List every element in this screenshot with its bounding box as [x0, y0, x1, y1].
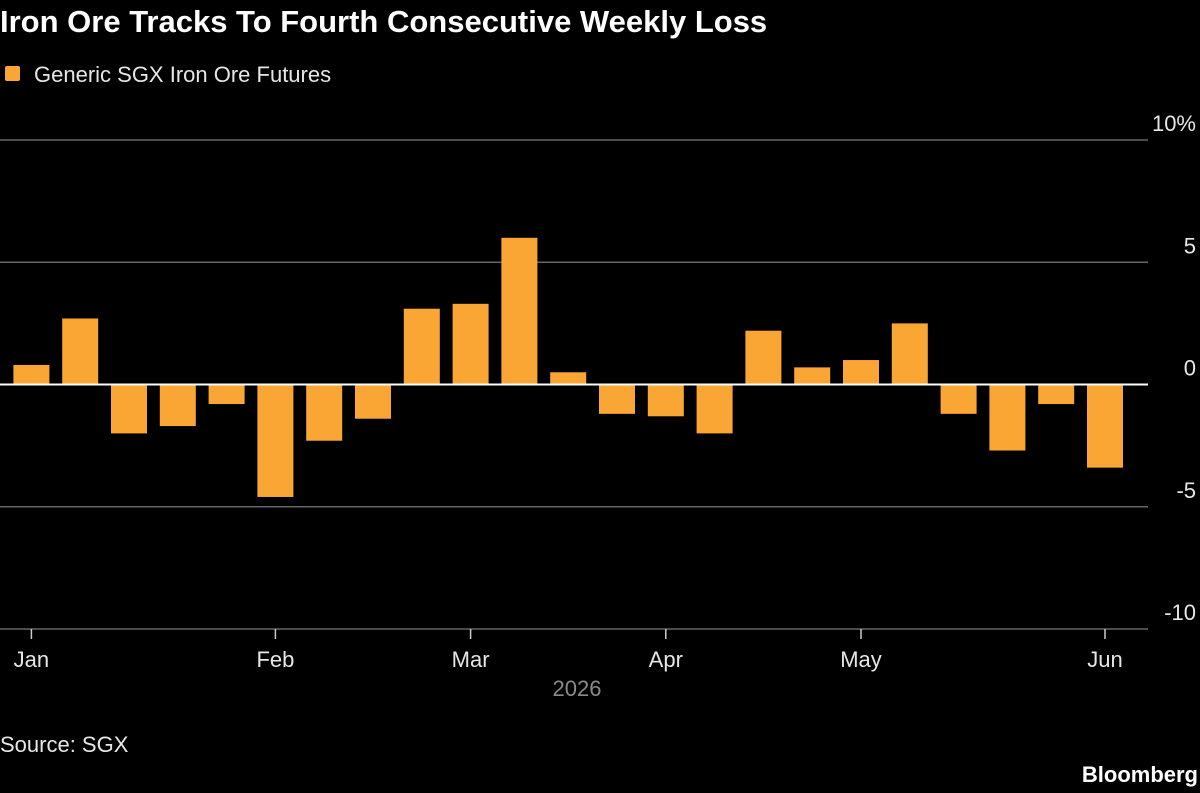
legend-label: Generic SGX Iron Ore Futures: [34, 62, 331, 87]
y-tick-label: 0: [1184, 356, 1196, 381]
x-axis-label: 2026: [553, 676, 602, 701]
bar: [647, 384, 684, 417]
bar: [403, 308, 440, 385]
bar: [843, 360, 879, 385]
bar: [1038, 384, 1075, 405]
brand: Bloomberg: [1082, 762, 1198, 787]
bar: [696, 384, 733, 434]
bar: [159, 384, 196, 427]
bar: [891, 323, 928, 385]
x-tick-label: Feb: [256, 647, 294, 672]
y-tick-label: -5: [1176, 478, 1196, 503]
y-tick-label: 10%: [1152, 111, 1196, 136]
bar: [62, 318, 99, 385]
bar: [599, 384, 635, 414]
bar: [355, 384, 391, 419]
chart-title: Iron Ore Tracks To Fourth Consecutive We…: [0, 4, 767, 39]
legend-swatch: [5, 66, 20, 81]
bar: [257, 384, 294, 497]
bar: [111, 384, 147, 434]
x-tick-label: May: [840, 647, 882, 672]
x-tick-label: Mar: [452, 647, 490, 672]
y-tick-label: 5: [1184, 233, 1196, 258]
bar: [550, 372, 587, 385]
bar: [940, 384, 977, 414]
x-tick-label: Jun: [1087, 647, 1122, 672]
bar: [306, 384, 343, 441]
bar: [13, 364, 50, 385]
x-tick-label: Apr: [649, 647, 683, 672]
bar: [501, 237, 538, 385]
y-tick-label: -10: [1164, 600, 1196, 625]
bar: [794, 367, 831, 385]
bar: [989, 384, 1026, 451]
bar: [208, 384, 245, 405]
bar: [452, 303, 489, 385]
bar: [1087, 384, 1123, 468]
source: Source: SGX: [0, 732, 129, 757]
x-tick-label: Jan: [14, 647, 49, 672]
bar: [745, 330, 782, 385]
